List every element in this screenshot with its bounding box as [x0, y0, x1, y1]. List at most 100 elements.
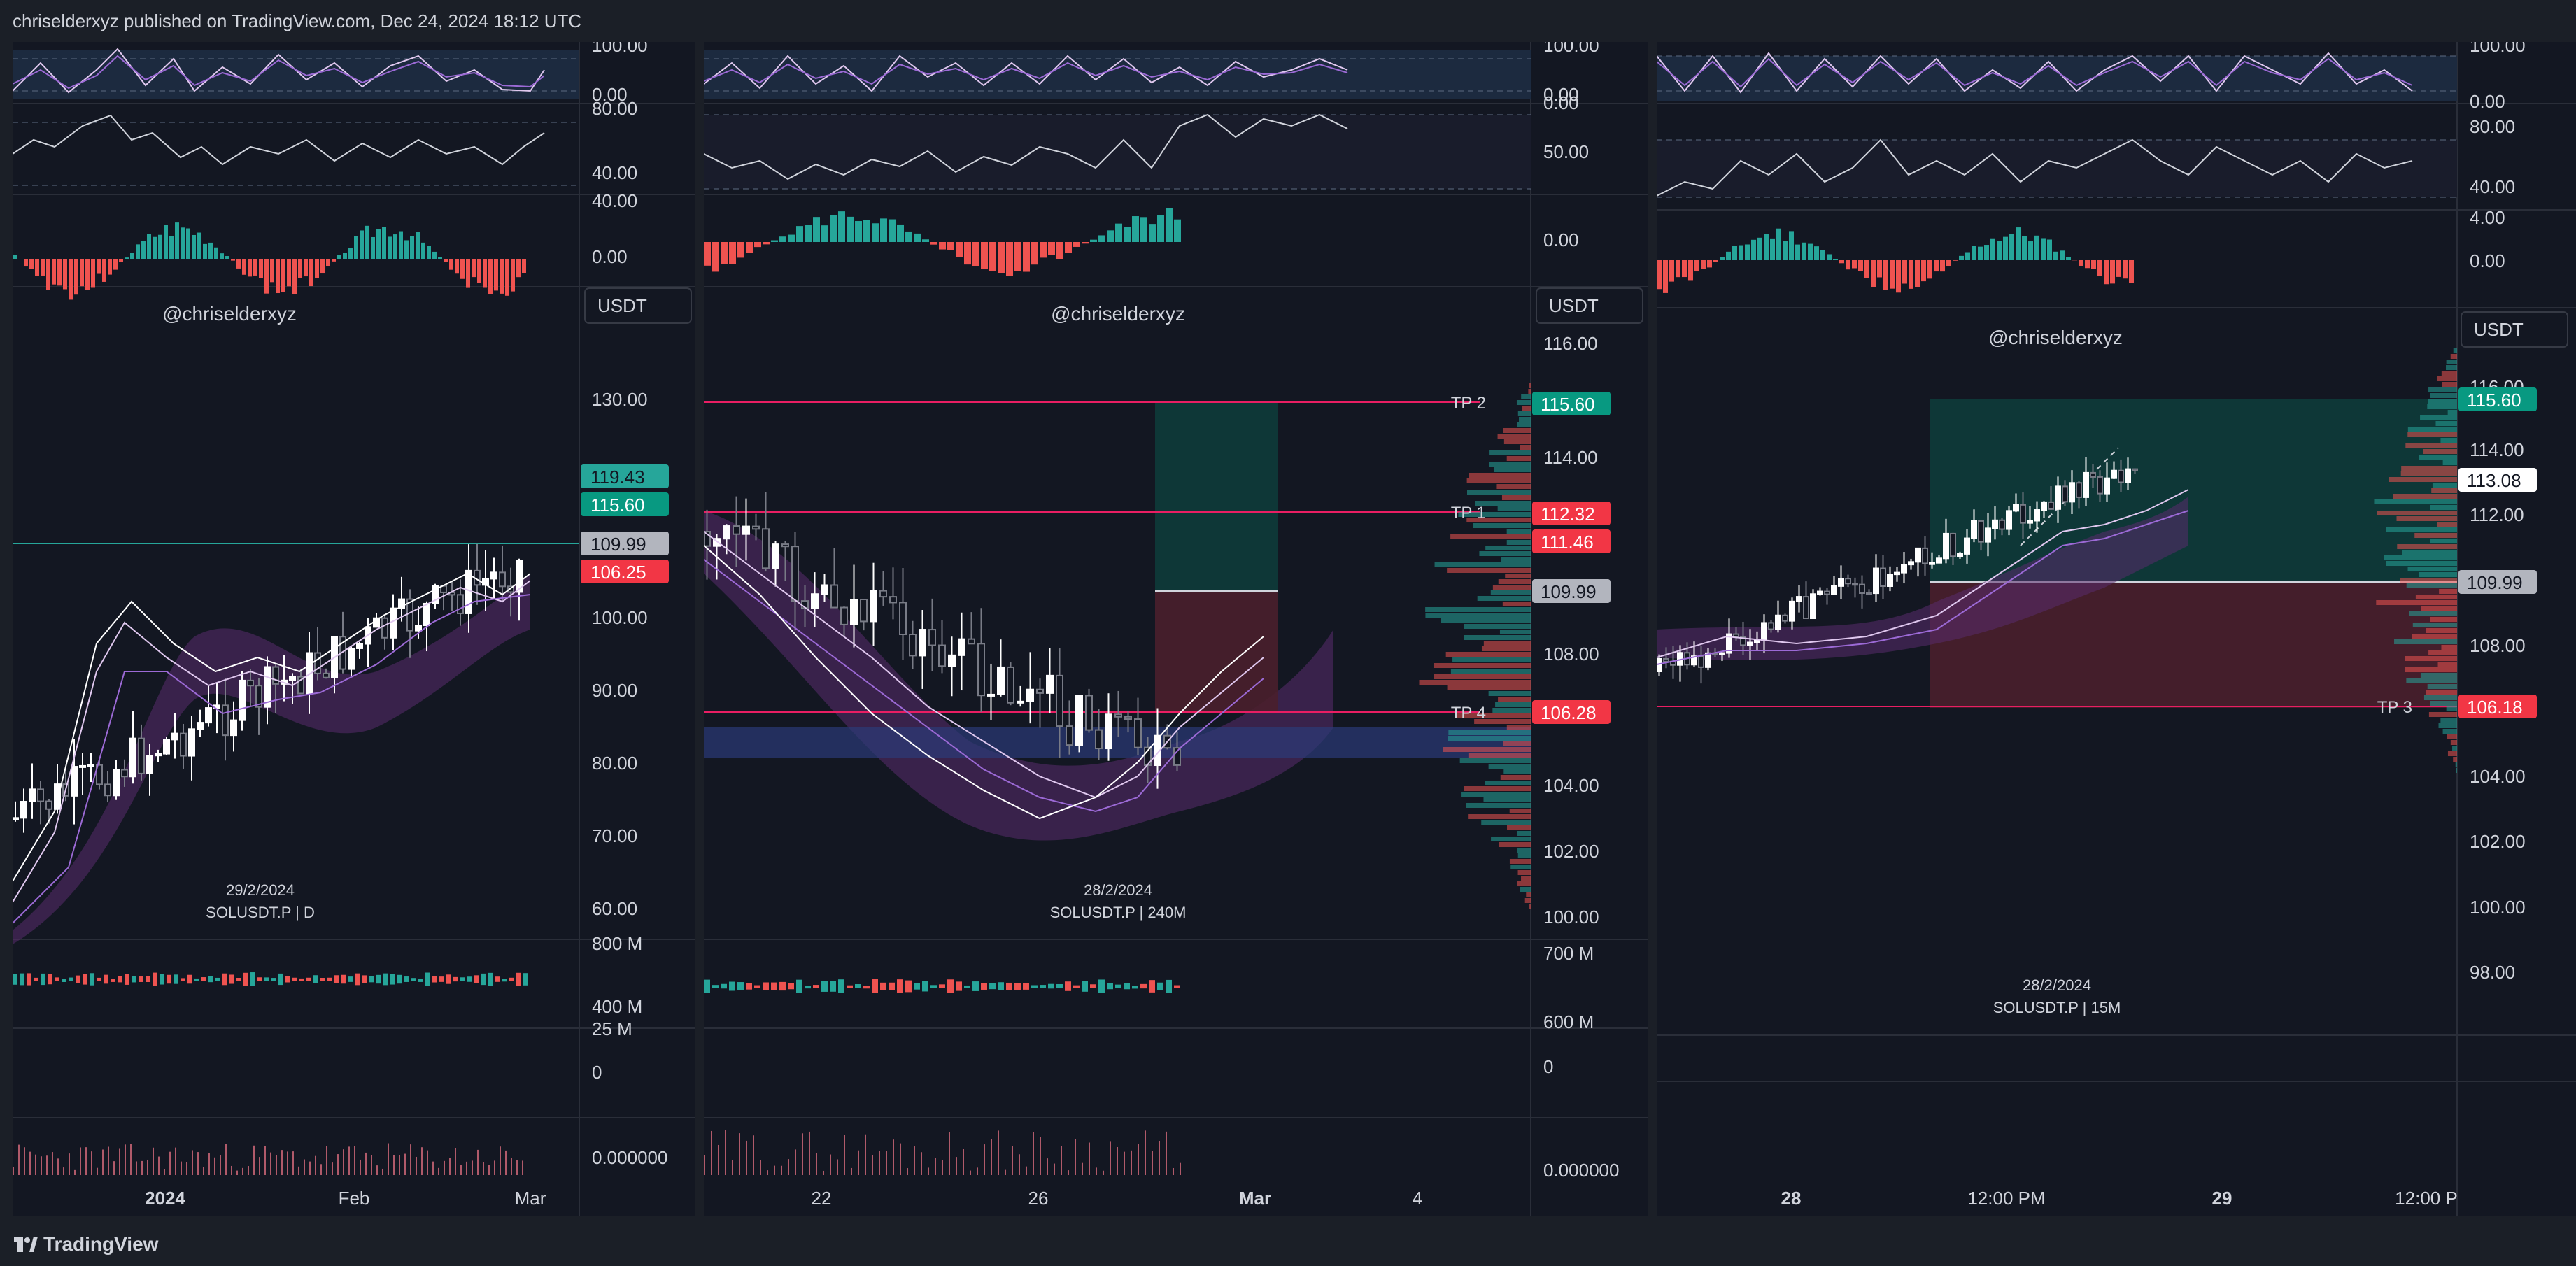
price-scale[interactable]: 130.00 100.00 90.00 80.00 70.00 60.00 [592, 389, 648, 919]
time-axis[interactable]: 2024 Feb Mar [145, 1188, 546, 1209]
indicator-bar [858, 1150, 859, 1175]
candle [272, 664, 279, 713]
histogram-bar [276, 259, 280, 294]
histogram-bar [1720, 257, 1725, 260]
currency-selector[interactable]: USDT [2461, 311, 2568, 348]
candle [1971, 509, 1977, 543]
indicator-bar [830, 1154, 831, 1175]
volume-profile-row [2426, 628, 2457, 633]
indicator-bar [214, 1157, 215, 1175]
volume-profile-row [2450, 740, 2457, 745]
price-pane-15m[interactable]: @chriselderxyz USDT TP 3 28/2/2024 SOLUS… [1657, 311, 2568, 1016]
histogram-bar [1890, 260, 1895, 289]
volume-profile-row [2406, 583, 2457, 588]
volume-bar [376, 974, 381, 984]
chart-panel-4h[interactable]: 100.00 0.00 0.00 50.00 0.00 @chriselderx… [704, 42, 1648, 1216]
time-axis[interactable]: 28 12:00 PM 29 12:00 P [1781, 1188, 2458, 1209]
volume-profile-row [2430, 393, 2457, 398]
histogram-bar [477, 259, 481, 283]
indicator-bar [753, 1135, 754, 1175]
candle [762, 492, 770, 572]
currency-label: USDT [2474, 319, 2524, 340]
volume-bar [981, 983, 987, 990]
oscillator-stoch-pane: 100.00 0.00 [13, 42, 648, 105]
indicator-bar [739, 1133, 740, 1175]
price-tag: 109.99 [1541, 581, 1597, 602]
indicator-bar [1082, 1162, 1083, 1175]
volume-bar [299, 978, 304, 981]
price-tick: 100.00 [1543, 906, 1599, 927]
chart-canvas-daily[interactable]: 100.00 0.00 80.00 40.00 40.00 0.00 @chri… [13, 42, 695, 1216]
volume-bar [847, 985, 853, 988]
price-scale[interactable]: 116.00 114.00 112.00 108.00 104.00 102.0… [2470, 376, 2526, 983]
osc1-scale-top: 100.00 [2470, 42, 2526, 56]
histogram-bar [404, 240, 409, 259]
histogram-bar [1657, 260, 1662, 290]
price-scale[interactable]: 116.00 114.00 110.00 108.00 104.00 102.0… [1543, 333, 1599, 927]
price-tick: 130.00 [592, 389, 648, 410]
tradingview-logo[interactable]: TradingView [14, 1233, 158, 1256]
volume-profile-row [1510, 865, 1531, 869]
candle [432, 583, 439, 609]
volume-profile-row [1502, 602, 1531, 606]
volume-bar [771, 982, 777, 990]
volume-bar [813, 985, 819, 988]
histogram-bar [922, 239, 929, 242]
histogram-bar [522, 259, 526, 273]
volume-profile-row [2453, 757, 2457, 762]
candle [507, 567, 514, 617]
histogram-bar [788, 234, 795, 242]
volume-bar [139, 976, 143, 982]
indicator-bar [382, 1168, 383, 1175]
indicator-bar [970, 1170, 971, 1175]
date-label: 29/2/2024 [226, 881, 295, 899]
candle [381, 616, 388, 650]
volume-profile-row [2419, 455, 2457, 460]
volume-profile-row [1501, 557, 1531, 562]
currency-selector[interactable]: USDT [584, 287, 692, 324]
candle [1066, 700, 1073, 755]
chart-panel-15m[interactable]: 100.00 0.00 80.00 40.00 4.00 0.00 @chris… [1657, 42, 2576, 1216]
histogram-bar [847, 216, 854, 242]
histogram-bar [939, 242, 946, 250]
indicator-bar [774, 1165, 775, 1175]
osc2-scale-top: 0.00 [1543, 92, 1579, 113]
histogram-bar [460, 259, 465, 279]
osc3-scale-top: 4.00 [2470, 207, 2505, 228]
price-pane-4h[interactable]: @chriselderxyz USDT TP 2 TP 1 TP 4 28/2/… [704, 287, 1643, 927]
volume-bar [397, 974, 402, 984]
indicator-bar [158, 1156, 160, 1175]
candle [2027, 506, 2033, 529]
volume-profile-row [2393, 494, 2457, 499]
chart-canvas-4h[interactable]: 100.00 0.00 0.00 50.00 0.00 @chriselderx… [704, 42, 1648, 1216]
volume-bar [348, 976, 353, 982]
indicator-bar [46, 1155, 48, 1175]
volume-bar [1149, 980, 1155, 993]
histogram-bar [1014, 242, 1021, 271]
candle [1964, 529, 1970, 564]
price-tags: 119.43 115.60 109.99 106.25 [581, 464, 669, 583]
volume-profile-row [1485, 546, 1531, 550]
histogram-bar [855, 221, 862, 242]
chart-canvas-15m[interactable]: 100.00 0.00 80.00 40.00 4.00 0.00 @chris… [1657, 42, 2576, 1216]
indicator-bar [1033, 1132, 1034, 1175]
volume-bar [922, 981, 928, 992]
indicator-bar [460, 1165, 462, 1175]
currency-selector[interactable]: USDT [1536, 287, 1643, 324]
tradingview-logo-icon [14, 1237, 38, 1252]
footer-bar: TradingView [0, 1223, 2576, 1266]
volume-bar [523, 973, 528, 986]
volume-profile-row [1526, 892, 1531, 897]
price-pane-daily[interactable]: @chriselderxyz USDT 29/2/2024 SOLUSDT.P … [13, 287, 692, 944]
volume-profile-row [1524, 898, 1531, 903]
brand-label: TradingView [43, 1233, 159, 1255]
price-tag: 113.08 [2467, 470, 2521, 491]
indicator-bar [795, 1149, 796, 1175]
volume-profile-row [2437, 522, 2457, 527]
volume-profile-row [2412, 634, 2457, 639]
price-tick: 102.00 [2470, 831, 2526, 852]
time-axis[interactable]: 22 26 Mar 4 [812, 1188, 1423, 1209]
volume-bar [369, 976, 374, 983]
candle [406, 589, 413, 658]
chart-panel-daily[interactable]: 100.00 0.00 80.00 40.00 40.00 0.00 @chri… [13, 42, 695, 1216]
